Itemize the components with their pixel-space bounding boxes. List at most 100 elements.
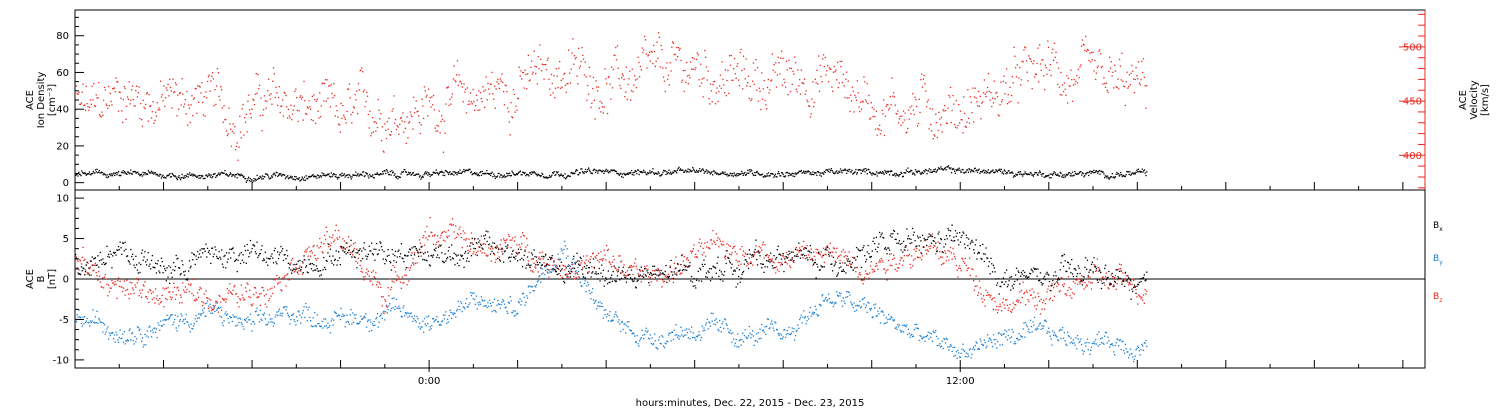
bz-point (747, 263, 750, 265)
by-point (441, 320, 443, 323)
by-point (385, 311, 387, 313)
by-point (177, 315, 179, 317)
density-point (713, 170, 715, 172)
velocity-point (111, 104, 113, 106)
bz-point (621, 271, 623, 274)
velocity-point (467, 103, 469, 106)
by-point (515, 314, 517, 316)
velocity-point (578, 47, 580, 49)
density-point (173, 175, 175, 177)
density-point (832, 171, 834, 173)
density-point (296, 178, 298, 180)
density-point (208, 173, 210, 175)
density-point (245, 181, 247, 183)
by-point (229, 316, 231, 318)
density-point (428, 173, 430, 175)
bz-point (645, 268, 647, 270)
bz-point (789, 266, 792, 269)
density-point (1056, 174, 1058, 176)
by-point (305, 302, 307, 305)
density-point (404, 169, 406, 171)
velocity-point (991, 105, 993, 108)
by-point (1093, 341, 1095, 343)
velocity-point (928, 128, 930, 130)
bz-point (283, 276, 285, 278)
by-point (206, 300, 209, 302)
by-point (565, 257, 567, 259)
by-point (1068, 336, 1070, 338)
density-point (81, 170, 83, 172)
by-point (694, 337, 696, 339)
by-point (79, 316, 81, 318)
bz-point (452, 224, 454, 226)
velocity-point (449, 98, 451, 100)
velocity-point (695, 67, 697, 69)
bz-point (620, 260, 623, 262)
density-point (410, 174, 412, 176)
by-point (481, 299, 483, 301)
density-point (433, 172, 435, 174)
by-point (202, 311, 205, 313)
bz-point (818, 253, 820, 255)
by-point (733, 345, 736, 347)
density-point (517, 172, 519, 174)
by-point (1106, 342, 1108, 344)
density-point (1052, 174, 1054, 176)
density-point (358, 175, 360, 177)
velocity-point (501, 73, 503, 75)
by-point (243, 328, 245, 330)
density-point (911, 173, 914, 175)
density-point (839, 171, 841, 173)
bz-point (412, 258, 414, 260)
velocity-point (640, 69, 642, 71)
density-point (689, 169, 691, 171)
density-point (586, 170, 588, 172)
density-point (717, 173, 719, 175)
by-point (125, 340, 127, 342)
density-point (497, 172, 499, 175)
velocity-point (479, 109, 481, 111)
velocity-point (1090, 51, 1093, 54)
density-point (748, 172, 750, 174)
by-point (199, 313, 201, 315)
bz-point (540, 255, 543, 258)
bz-point (329, 236, 331, 238)
density-point (507, 172, 509, 175)
velocity-point (1116, 86, 1118, 89)
by-point (1075, 337, 1077, 339)
bz-point (387, 287, 389, 289)
velocity-point (831, 86, 833, 88)
by-point (554, 266, 557, 268)
velocity-point (178, 108, 180, 110)
by-point (803, 310, 805, 312)
density-point (1071, 175, 1073, 177)
velocity-point (643, 49, 645, 51)
velocity-point (526, 73, 529, 75)
velocity-point (955, 100, 957, 102)
density-point (705, 169, 708, 171)
density-point (220, 172, 222, 174)
velocity-point (160, 96, 163, 98)
density-point (744, 174, 747, 176)
bz-point (310, 255, 312, 257)
density-point (439, 171, 441, 173)
velocity-point (227, 133, 229, 135)
by-point (784, 329, 786, 331)
velocity-point (495, 88, 497, 90)
density-point (1035, 172, 1038, 174)
by-point (982, 344, 984, 346)
velocity-point (536, 83, 539, 85)
by-point (630, 330, 633, 332)
by-point (1109, 346, 1111, 348)
density-point (570, 172, 572, 174)
by-point (746, 337, 748, 340)
density-point (415, 173, 417, 175)
bz-point (324, 234, 326, 237)
by-point (575, 270, 577, 272)
bz-point (322, 252, 324, 254)
density-point (547, 177, 549, 179)
by-point (1076, 348, 1078, 350)
density-point (1038, 172, 1040, 174)
velocity-point (799, 79, 801, 81)
density-point (427, 174, 429, 176)
